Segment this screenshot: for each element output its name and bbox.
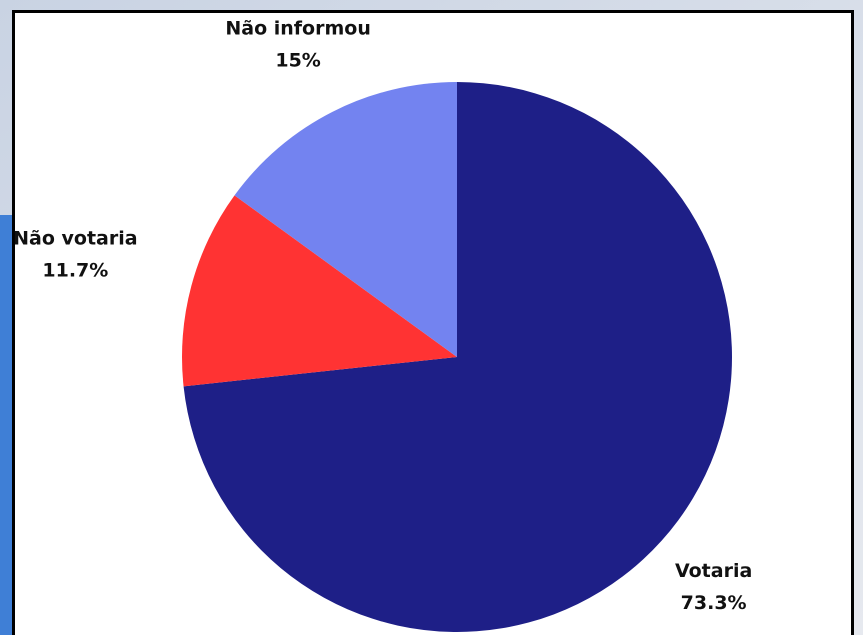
page: Votaria 73.3% Não votaria 11.7% Não informou… bbox=[0, 0, 863, 635]
slice-label: Não votaria bbox=[13, 228, 137, 250]
slice-label: Não informou bbox=[225, 18, 371, 40]
slice-value-label: 15% bbox=[275, 50, 320, 72]
slice-value-label: 11.7% bbox=[42, 260, 108, 282]
background-strip bbox=[0, 215, 14, 635]
chart: Votaria 73.3% Não votaria 11.7% Não informou… bbox=[0, 0, 863, 635]
slice-value-label: 73.3% bbox=[681, 592, 747, 614]
slice-label: Votaria bbox=[675, 560, 752, 582]
